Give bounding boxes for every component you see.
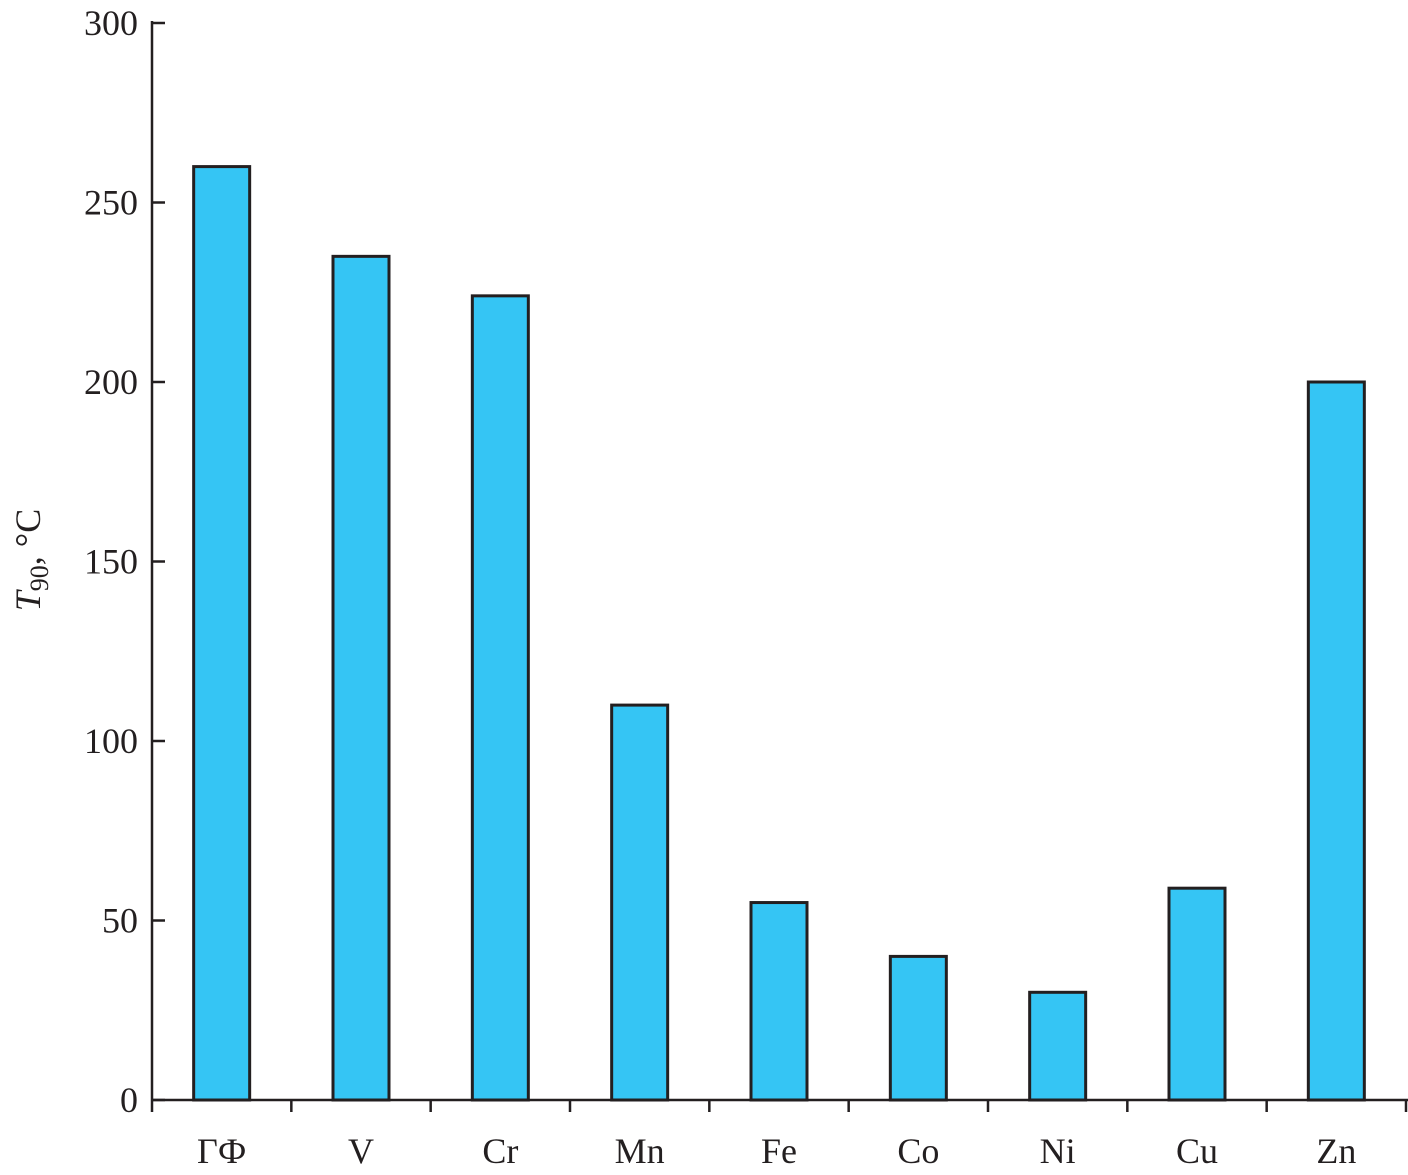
bar-Cr — [470, 294, 530, 1102]
y-tick-label: 200 — [84, 362, 138, 402]
bar-Mn — [610, 703, 670, 1102]
x-tick-label: Fe — [761, 1131, 797, 1171]
x-tick-label: Mn — [615, 1131, 665, 1171]
y-tick-label: 150 — [84, 542, 138, 582]
x-tick-label: Zn — [1316, 1131, 1356, 1171]
bars — [192, 165, 1366, 1102]
bar-Zn — [1306, 380, 1366, 1102]
x-tick-label: Cr — [482, 1131, 518, 1171]
y-tick-label: 300 — [84, 3, 138, 43]
y-axis-title: T90, °C — [8, 509, 54, 611]
x-tick-label: Cu — [1176, 1131, 1218, 1171]
bar-V — [331, 254, 391, 1102]
bar-Cu — [1167, 886, 1227, 1102]
x-tick-label: V — [348, 1131, 374, 1171]
y-tick-label: 250 — [84, 183, 138, 223]
x-tick-label: Co — [897, 1131, 939, 1171]
y-tick-label: 100 — [84, 721, 138, 761]
x-tick-label: ГФ — [197, 1131, 246, 1171]
bar-ГФ — [192, 165, 252, 1102]
y-tick-label: 0 — [120, 1080, 138, 1120]
y-tick-label: 50 — [102, 901, 138, 941]
bar-Co — [888, 954, 948, 1102]
bar-Fe — [749, 901, 809, 1102]
x-tick-label: Ni — [1040, 1131, 1076, 1171]
axes: ГФ V Cr Mn Fe Co Ni Cu Zn 0 50 100 150 200 250 300 — [84, 3, 1408, 1171]
bar-Ni — [1028, 990, 1088, 1102]
